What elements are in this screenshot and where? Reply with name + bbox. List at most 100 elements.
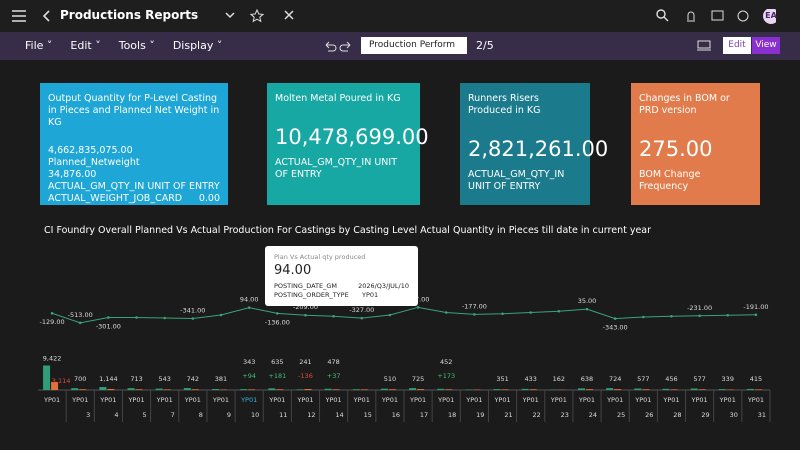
bar [445,389,453,390]
bar [690,388,698,390]
x-label: 17 [420,411,428,419]
card-row: ACTUAL_GM_QTY_IN UNIT OF ENTRY [48,181,220,193]
card-row: ACTUAL_GM_QTY_IN UNIT OF ENTRY [275,157,412,181]
bar-label: 456 [665,375,677,383]
bar [417,389,425,390]
bar [304,389,312,390]
line-point [360,316,364,320]
card-title: Molten Metal Poured in KG [275,93,401,104]
x-label: 24 [589,411,597,419]
line-point [557,309,561,313]
line-label: -209.00 [293,303,318,311]
x-label: 9 [227,411,231,419]
card-text: 0.00 [198,193,220,204]
line-label: -343.00 [603,324,628,332]
bar-label: 433 [524,375,536,383]
x-label: YP01 [662,396,679,404]
card-value: 2,821,261.00 [468,137,609,161]
bar [99,387,107,390]
bar [754,389,762,390]
bar [662,388,670,390]
bar [240,389,248,390]
line-label: -129.00 [40,318,65,326]
x-label: YP01 [99,396,116,404]
bar [127,388,135,390]
bar [726,389,734,390]
kpi-card: Molten Metal Poured in KG 10,478,699.00 AC… [267,83,429,205]
card-value: 10,478,699.00 [275,125,429,149]
line-point [642,315,645,319]
line-point [444,311,448,314]
display-icon[interactable] [697,40,711,51]
x-label: YP01 [127,396,144,404]
card-row: 34,876.00 [48,169,220,181]
menu-icon[interactable] [12,10,26,22]
bar [268,388,276,390]
star-icon[interactable] [250,9,264,23]
menu-item[interactable]: Tools ˅ [118,39,155,52]
tooltip-row: POSTING_DATE_GM 2026/Q3/JUL/10 [274,282,409,291]
bar [107,388,115,390]
bar [191,389,199,390]
card-row: BOM Change Frequency [639,169,752,193]
header-icons[interactable] [656,9,776,25]
bar [276,389,284,390]
bar-label: 635 [271,358,283,366]
menu-item[interactable]: Display ˅ [172,39,223,52]
view-button[interactable]: View [752,37,780,54]
x-label: YP01 [493,396,510,404]
line-point [304,313,307,317]
line-label: -327.00 [349,306,374,314]
x-label: 22 [532,411,540,419]
undo-redo[interactable] [324,40,352,52]
bar-annotation: +94 [242,372,256,380]
x-label: 10 [251,411,259,419]
bar-annotation: +181 [268,372,286,380]
line-point [501,312,504,316]
line-point [416,306,420,309]
line-point [726,313,730,317]
back-icon[interactable] [42,10,52,22]
line-point [135,316,138,319]
x-label: YP01 [212,396,229,404]
card-text: Planned_Netweight [48,157,140,168]
card-text: ACTUAL_GM_QTY_IN UNIT OF ENTRY [275,157,397,180]
menu-item[interactable]: Edit ˅ [70,39,101,52]
bar [352,389,360,390]
card-title: Runners Risers Produced in KG [468,93,541,116]
report-selector[interactable]: Production Perform [361,37,467,54]
x-label: 14 [335,411,343,419]
bar [437,388,445,390]
bar-label: 351 [496,375,508,383]
line-point [613,317,617,320]
bar-label: 638 [581,375,593,383]
bar [718,389,726,390]
menu-item[interactable]: File ˅ [25,39,53,52]
bar [51,381,59,390]
kpi-card: Runners Risers Produced in KG 2,821,261.0… [460,83,609,205]
bar-label: 543 [158,375,170,383]
line-point [585,307,589,311]
page-indicator: 2/5 [476,39,494,52]
x-label: YP01 [71,396,88,404]
field-name: POSTING_DATE_GM [274,282,338,290]
bar-label: 478 [327,358,339,366]
avatar[interactable]: EA [765,11,777,20]
bar [43,365,51,390]
x-label: YP01 [691,396,708,404]
card-text: ACTUAL_GM_QTY_IN UNIT OF ENTRY [468,169,565,192]
edit-button[interactable]: Edit [723,37,751,54]
line-label: -513.00 [68,311,93,319]
x-label: 31 [758,411,766,419]
field-value: YP01 [362,291,379,299]
card-text: BOM Change Frequency [639,169,701,192]
card-row: ACTUAL_WEIGHT_JOB_CARD 0.00 [48,193,220,205]
bar [388,389,396,390]
line-point [191,317,195,320]
x-label: 18 [448,411,456,419]
bar [220,389,227,390]
close-icon[interactable] [284,10,294,20]
tooltip: Plan Vs Actual qty produced 94.00 POSTIN… [265,246,418,306]
dropdown-icon[interactable] [225,12,235,20]
